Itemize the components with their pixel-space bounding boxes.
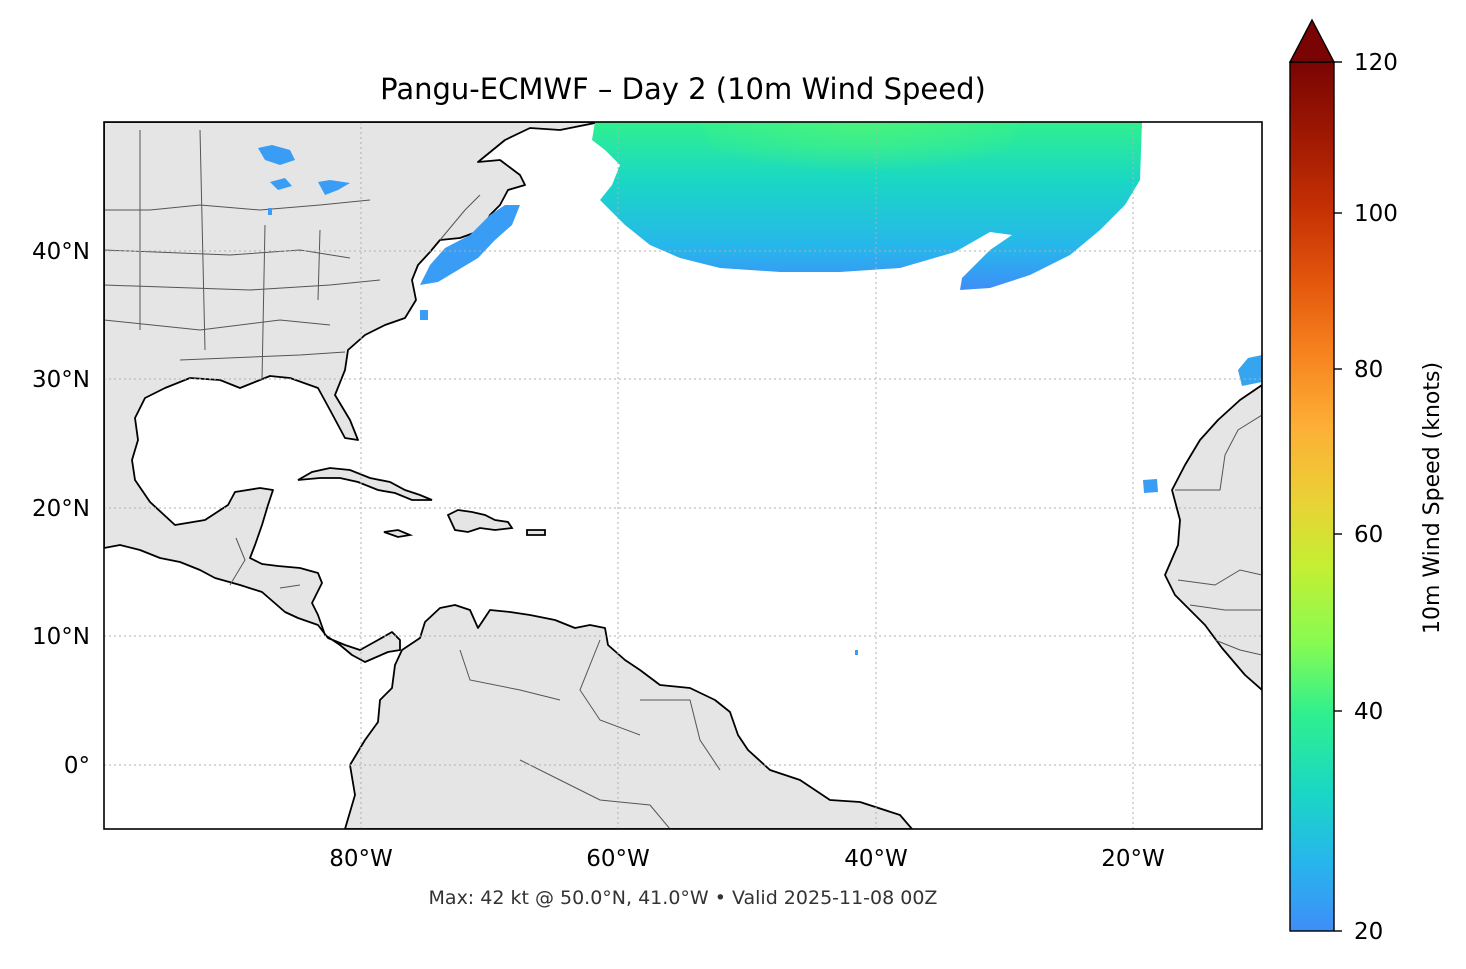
- political-borders: [104, 129, 1262, 829]
- gridlines: [104, 122, 1262, 829]
- wind-region-great-lakes-4: [268, 208, 272, 215]
- land-hispaniola: [446, 509, 514, 533]
- wind-region-small-1: [420, 310, 428, 320]
- wind-region-small-2: [855, 650, 858, 655]
- colorbar-label: 10m Wind Speed (knots): [1420, 362, 1445, 634]
- land-cuba: [297, 467, 433, 501]
- lon-tick-60w: 60°W: [586, 846, 650, 872]
- lon-tick-20w: 20°W: [1101, 846, 1165, 872]
- land-south-america: [344, 604, 913, 829]
- cbar-tick-60: 60: [1354, 522, 1383, 548]
- wind-speed-field: [258, 122, 1262, 655]
- cbar-tick-100: 100: [1354, 201, 1398, 227]
- wind-region-great-lakes-3: [318, 180, 350, 195]
- land-africa: [1164, 384, 1262, 691]
- lat-tick-30n: 30°N: [32, 367, 90, 393]
- wind-region-us-coast: [420, 205, 520, 285]
- lat-tick-10n: 10°N: [32, 624, 90, 650]
- lon-tick-labels: 80°W 60°W 40°W 20°W: [329, 846, 1165, 872]
- lat-tick-0: 0°: [64, 753, 90, 779]
- colorbar: 120 100 80 60 40 20 10m Wind Speed (knot…: [1288, 18, 1445, 945]
- colorbar-extend-arrow: [1288, 18, 1336, 63]
- cbar-tick-120: 120: [1354, 50, 1398, 76]
- lon-tick-40w: 40°W: [844, 846, 908, 872]
- colorbar-gradient: [1289, 61, 1335, 932]
- wind-region-canaries: [1238, 355, 1262, 386]
- wind-region-cape-verde: [1143, 479, 1158, 493]
- lat-tick-40n: 40°N: [32, 239, 90, 265]
- lat-tick-20n: 20°N: [32, 496, 90, 522]
- land-puerto-rico: [526, 529, 546, 536]
- footer-annotation: Max: 42 kt @ 50.0°N, 41.0°W • Valid 2025…: [429, 887, 938, 909]
- land-north-america: [104, 122, 601, 663]
- lon-tick-80w: 80°W: [329, 846, 393, 872]
- cbar-tick-40: 40: [1354, 699, 1383, 725]
- wind-region-core: [700, 122, 1020, 205]
- land-jamaica: [383, 529, 414, 538]
- cbar-tick-80: 80: [1354, 357, 1383, 383]
- chart-title: Pangu-ECMWF – Day 2 (10m Wind Speed): [380, 72, 986, 106]
- map-area: [104, 122, 1262, 829]
- lat-tick-labels: 40°N 30°N 20°N 10°N 0°: [32, 239, 90, 779]
- cbar-tick-20: 20: [1354, 919, 1383, 945]
- map-frame: [103, 121, 1263, 830]
- wind-region-great-lakes-1: [258, 145, 295, 165]
- wind-region-great-lakes-2: [270, 178, 292, 190]
